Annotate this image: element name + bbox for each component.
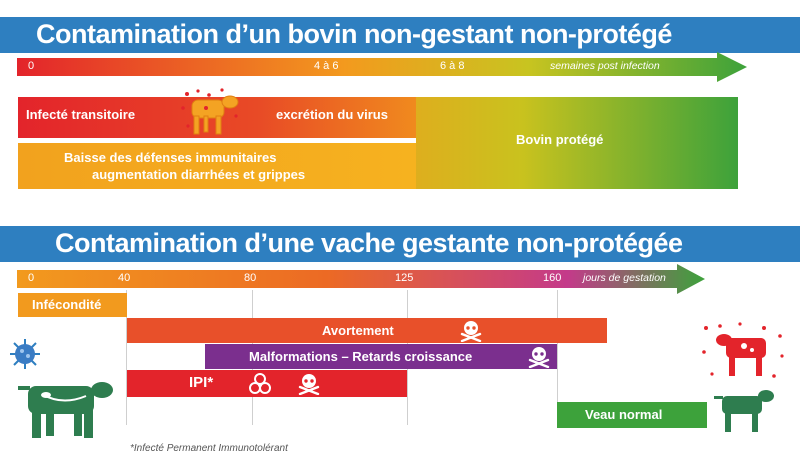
section1-title: Contamination d’un bovin non-gestant non… <box>36 19 672 49</box>
section2-tick-80: 80 <box>244 272 257 284</box>
biohazard-icon <box>249 373 271 394</box>
infected-label: Infecté transitoire <box>26 107 136 122</box>
section2-tick-160: 160 <box>543 272 562 284</box>
section2-tick-40: 40 <box>118 272 131 284</box>
cow-infected-icon <box>181 88 239 135</box>
infertility-label: Infécondité <box>32 297 102 312</box>
gridline-160 <box>557 290 558 425</box>
protected-label: Bovin protégé <box>516 132 604 147</box>
section2-tick-125: 125 <box>395 272 414 284</box>
cow-icon <box>18 382 113 438</box>
calf-infected-icon <box>702 322 784 378</box>
normal-calf-bar: Veau normal <box>557 402 707 428</box>
calf-healthy-icon <box>714 390 774 432</box>
defenses-label-line1: Baisse des défenses immunitaires <box>64 150 277 165</box>
section1-banner: Contamination d’un bovin non-gestant non… <box>0 17 800 53</box>
malformations-label: Malformations – Retards croissance <box>249 349 473 364</box>
section2-tick-0: 0 <box>28 272 35 284</box>
section1-tick-0: 0 <box>28 60 35 72</box>
section2-banner: Contamination d’une vache gestante non-p… <box>0 226 800 262</box>
defenses-bar: Baisse des défenses immunitaires augment… <box>18 143 416 189</box>
excretion-label: excrétion du virus <box>276 107 388 122</box>
infertility-bar: Infécondité <box>18 293 127 317</box>
gridline-40 <box>126 290 127 425</box>
abortion-label: Avortement <box>322 323 394 338</box>
section2-title: Contamination d’une vache gestante non-p… <box>55 228 683 258</box>
malformations-bar: Malformations – Retards croissance <box>205 344 557 369</box>
skull-icon <box>460 321 482 342</box>
section2-timeline-unit: jours de gestation <box>583 272 666 284</box>
ipi-label: IPI* <box>189 374 214 391</box>
section1-tick-6-8: 6 à 8 <box>440 60 465 72</box>
section1-timeline-arrow <box>17 52 747 82</box>
defenses-label-line2: augmentation diarrhées et grippes <box>92 167 306 182</box>
section2-timeline-arrow <box>17 264 705 294</box>
section1-timeline-unit: semaines post infection <box>550 60 660 72</box>
virus-icon <box>10 339 40 369</box>
normal-calf-label: Veau normal <box>585 407 663 422</box>
section1-separator <box>18 138 416 143</box>
abortion-bar: Avortement <box>127 318 607 343</box>
skull-icon <box>528 347 550 368</box>
footnote: *Infecté Permanent Immunotolérant <box>130 443 288 454</box>
skull-icon <box>298 374 320 395</box>
section1-tick-4-6: 4 à 6 <box>314 60 339 72</box>
